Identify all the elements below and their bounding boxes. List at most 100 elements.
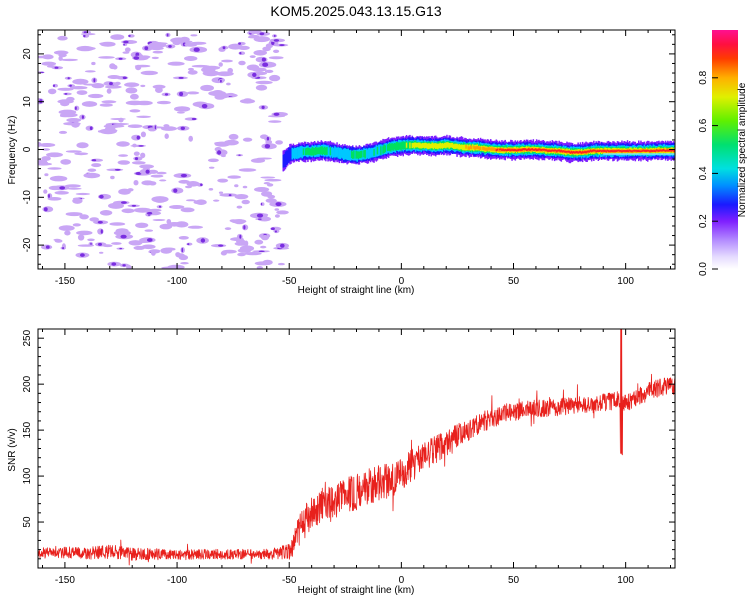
- colorbar-ticks: 0.0 0.2 0.4 0.6 0.8: [698, 70, 718, 276]
- ridge-cell: [606, 149, 609, 152]
- ridge-cell: [587, 150, 589, 153]
- noise-speckle: [256, 157, 272, 160]
- ridge-cell: [318, 147, 320, 154]
- ridge-cell: [562, 150, 565, 152]
- noise-core: [114, 168, 121, 171]
- spectrogram-plot-area: [38, 30, 675, 269]
- ridge-cell: [534, 148, 537, 151]
- ridge-cell: [631, 150, 633, 153]
- ridge-cell: [553, 149, 556, 152]
- noise-core: [261, 105, 265, 109]
- noise-speckle: [148, 181, 157, 186]
- noise-speckle: [58, 109, 77, 115]
- noise-core: [100, 229, 103, 234]
- snr-y-ticks: 50 100 150 200 250: [22, 329, 675, 560]
- ridge-cell: [290, 147, 292, 161]
- noise-core: [260, 202, 263, 206]
- noise-core: [144, 46, 149, 51]
- ridge-cell: [320, 146, 323, 155]
- colorbar-gradient: [712, 30, 738, 269]
- ridge-cell: [446, 142, 448, 148]
- ridge-cell: [313, 148, 316, 155]
- ridge-cell: [380, 146, 382, 155]
- noise-speckle: [111, 242, 122, 245]
- noise-core: [256, 213, 264, 218]
- ridge-cell: [284, 151, 287, 168]
- noise-speckle: [54, 191, 69, 195]
- noise-core: [54, 66, 59, 69]
- ridge-cell: [311, 146, 314, 156]
- ridge-cell: [655, 149, 658, 152]
- ridge-cell: [418, 142, 420, 149]
- ridge-cell: [367, 148, 370, 159]
- noise-speckle: [228, 133, 239, 140]
- y-tick-label: -20: [22, 237, 33, 252]
- ridge-cell: [315, 147, 317, 155]
- noise-speckle: [256, 266, 263, 269]
- ridge-cell: [330, 147, 333, 157]
- noise-speckle: [273, 49, 280, 53]
- noise-speckle: [88, 93, 104, 99]
- ridge-cell: [597, 150, 600, 152]
- ridge-cell: [386, 144, 389, 152]
- noise-core: [135, 172, 142, 175]
- ridge-cell: [530, 148, 532, 151]
- noise-speckle: [164, 133, 169, 139]
- ridge-cell: [510, 149, 512, 152]
- ridge-cell: [384, 145, 386, 153]
- ridge-cell: [614, 150, 616, 153]
- ridge-cell: [550, 149, 552, 152]
- noise-core: [109, 82, 113, 86]
- noise-speckle: [65, 150, 82, 153]
- ridge-cell: [636, 150, 639, 153]
- noise-speckle: [161, 266, 180, 269]
- ridge-cell: [368, 147, 371, 159]
- x-tick-label: 50: [508, 276, 520, 287]
- noise-core: [136, 135, 140, 140]
- ridge-cell: [589, 149, 592, 152]
- noise-speckle: [261, 191, 273, 197]
- ridge-cell: [595, 150, 597, 153]
- ridge-cell: [451, 142, 454, 148]
- ridge-cell: [306, 147, 308, 155]
- ridge-cell: [670, 149, 672, 152]
- ridge-cell: [346, 149, 348, 160]
- noise-core: [62, 247, 65, 250]
- ridge-cell: [533, 149, 536, 151]
- spectrogram-x-ticks: -150 -100 -50 0 50 100: [41, 30, 672, 287]
- noise-speckle: [78, 46, 96, 51]
- ridge-cell: [411, 143, 413, 149]
- noise-speckle: [208, 166, 215, 169]
- ridge-cell: [559, 150, 561, 153]
- ridge-cell: [361, 150, 363, 158]
- noise-speckle: [213, 199, 220, 202]
- noise-speckle: [99, 103, 113, 107]
- noise-speckle: [218, 191, 224, 194]
- noise-speckle: [237, 252, 246, 257]
- ridge-cell: [387, 144, 390, 151]
- ridge-cell: [523, 148, 526, 151]
- ridge-cell: [491, 147, 493, 151]
- noise-speckle: [188, 135, 193, 142]
- ridge-cell: [667, 149, 669, 152]
- noise-speckle: [241, 199, 250, 205]
- noise-core: [120, 234, 127, 239]
- ridge-cell: [519, 148, 521, 151]
- noise-speckle: [217, 178, 229, 183]
- noise-speckle: [124, 47, 131, 52]
- ridge-cell: [535, 148, 538, 151]
- ridge-cell: [558, 149, 560, 152]
- ridge-cell: [429, 144, 431, 149]
- ridge-cell: [501, 149, 503, 152]
- ridge-cell: [336, 147, 338, 157]
- ridge-cell: [630, 150, 632, 152]
- noise-core: [123, 43, 125, 46]
- noise-core: [178, 76, 184, 79]
- ridge-cell: [639, 150, 641, 153]
- noise-speckle: [220, 250, 227, 256]
- noise-core: [98, 242, 102, 246]
- ridge-cell: [442, 143, 445, 148]
- x-tick-label: 100: [617, 575, 634, 586]
- ridge-cell: [605, 150, 607, 153]
- noise-speckle: [255, 84, 268, 91]
